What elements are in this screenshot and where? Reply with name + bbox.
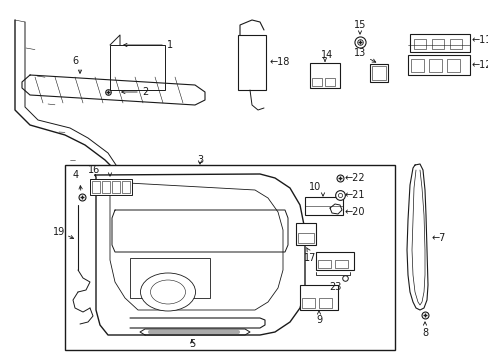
Text: 14: 14 <box>320 50 332 60</box>
Text: 1: 1 <box>167 40 173 50</box>
Bar <box>369 64 387 82</box>
Bar <box>130 258 209 298</box>
Text: 19: 19 <box>53 227 65 237</box>
Text: 9: 9 <box>315 315 322 325</box>
Bar <box>297 233 313 243</box>
Bar <box>428 59 441 72</box>
Bar <box>295 223 315 245</box>
Text: 2: 2 <box>142 87 148 97</box>
Bar <box>305 197 342 215</box>
Bar <box>334 260 347 268</box>
Text: 3: 3 <box>197 155 203 165</box>
Bar <box>318 298 331 308</box>
Bar <box>449 39 461 49</box>
Bar <box>65 165 394 350</box>
Bar <box>299 285 337 310</box>
Bar <box>122 181 130 193</box>
Text: ←21: ←21 <box>345 190 365 200</box>
Bar <box>112 181 120 193</box>
Bar <box>238 35 265 90</box>
Text: 23: 23 <box>328 282 341 292</box>
Bar <box>431 39 443 49</box>
Bar <box>92 181 100 193</box>
Text: ←11: ←11 <box>471 35 488 45</box>
Text: ←20: ←20 <box>345 207 365 217</box>
Bar <box>315 252 353 270</box>
Bar <box>446 59 459 72</box>
Ellipse shape <box>150 280 185 304</box>
Bar <box>317 260 330 268</box>
Bar <box>409 34 469 52</box>
Text: ←18: ←18 <box>269 57 290 67</box>
Bar <box>413 39 425 49</box>
Text: 15: 15 <box>353 20 366 30</box>
Ellipse shape <box>140 273 195 311</box>
Bar <box>110 45 164 90</box>
Text: ←22: ←22 <box>345 173 365 183</box>
Bar <box>325 78 334 86</box>
Bar <box>102 181 110 193</box>
Bar <box>90 179 132 195</box>
Bar <box>309 63 339 88</box>
Text: 13: 13 <box>353 48 366 58</box>
Text: 10: 10 <box>308 182 321 192</box>
Bar <box>311 78 321 86</box>
Text: 5: 5 <box>188 339 195 349</box>
Bar <box>302 298 314 308</box>
Text: 17: 17 <box>303 253 316 263</box>
Bar <box>407 55 469 75</box>
Text: ←7: ←7 <box>431 233 446 243</box>
Bar <box>371 66 385 80</box>
Text: ←12: ←12 <box>471 60 488 70</box>
Text: 4: 4 <box>73 170 79 180</box>
Text: 6: 6 <box>72 56 78 66</box>
Text: 16: 16 <box>88 165 100 175</box>
Text: 8: 8 <box>421 328 427 338</box>
Bar <box>410 59 423 72</box>
